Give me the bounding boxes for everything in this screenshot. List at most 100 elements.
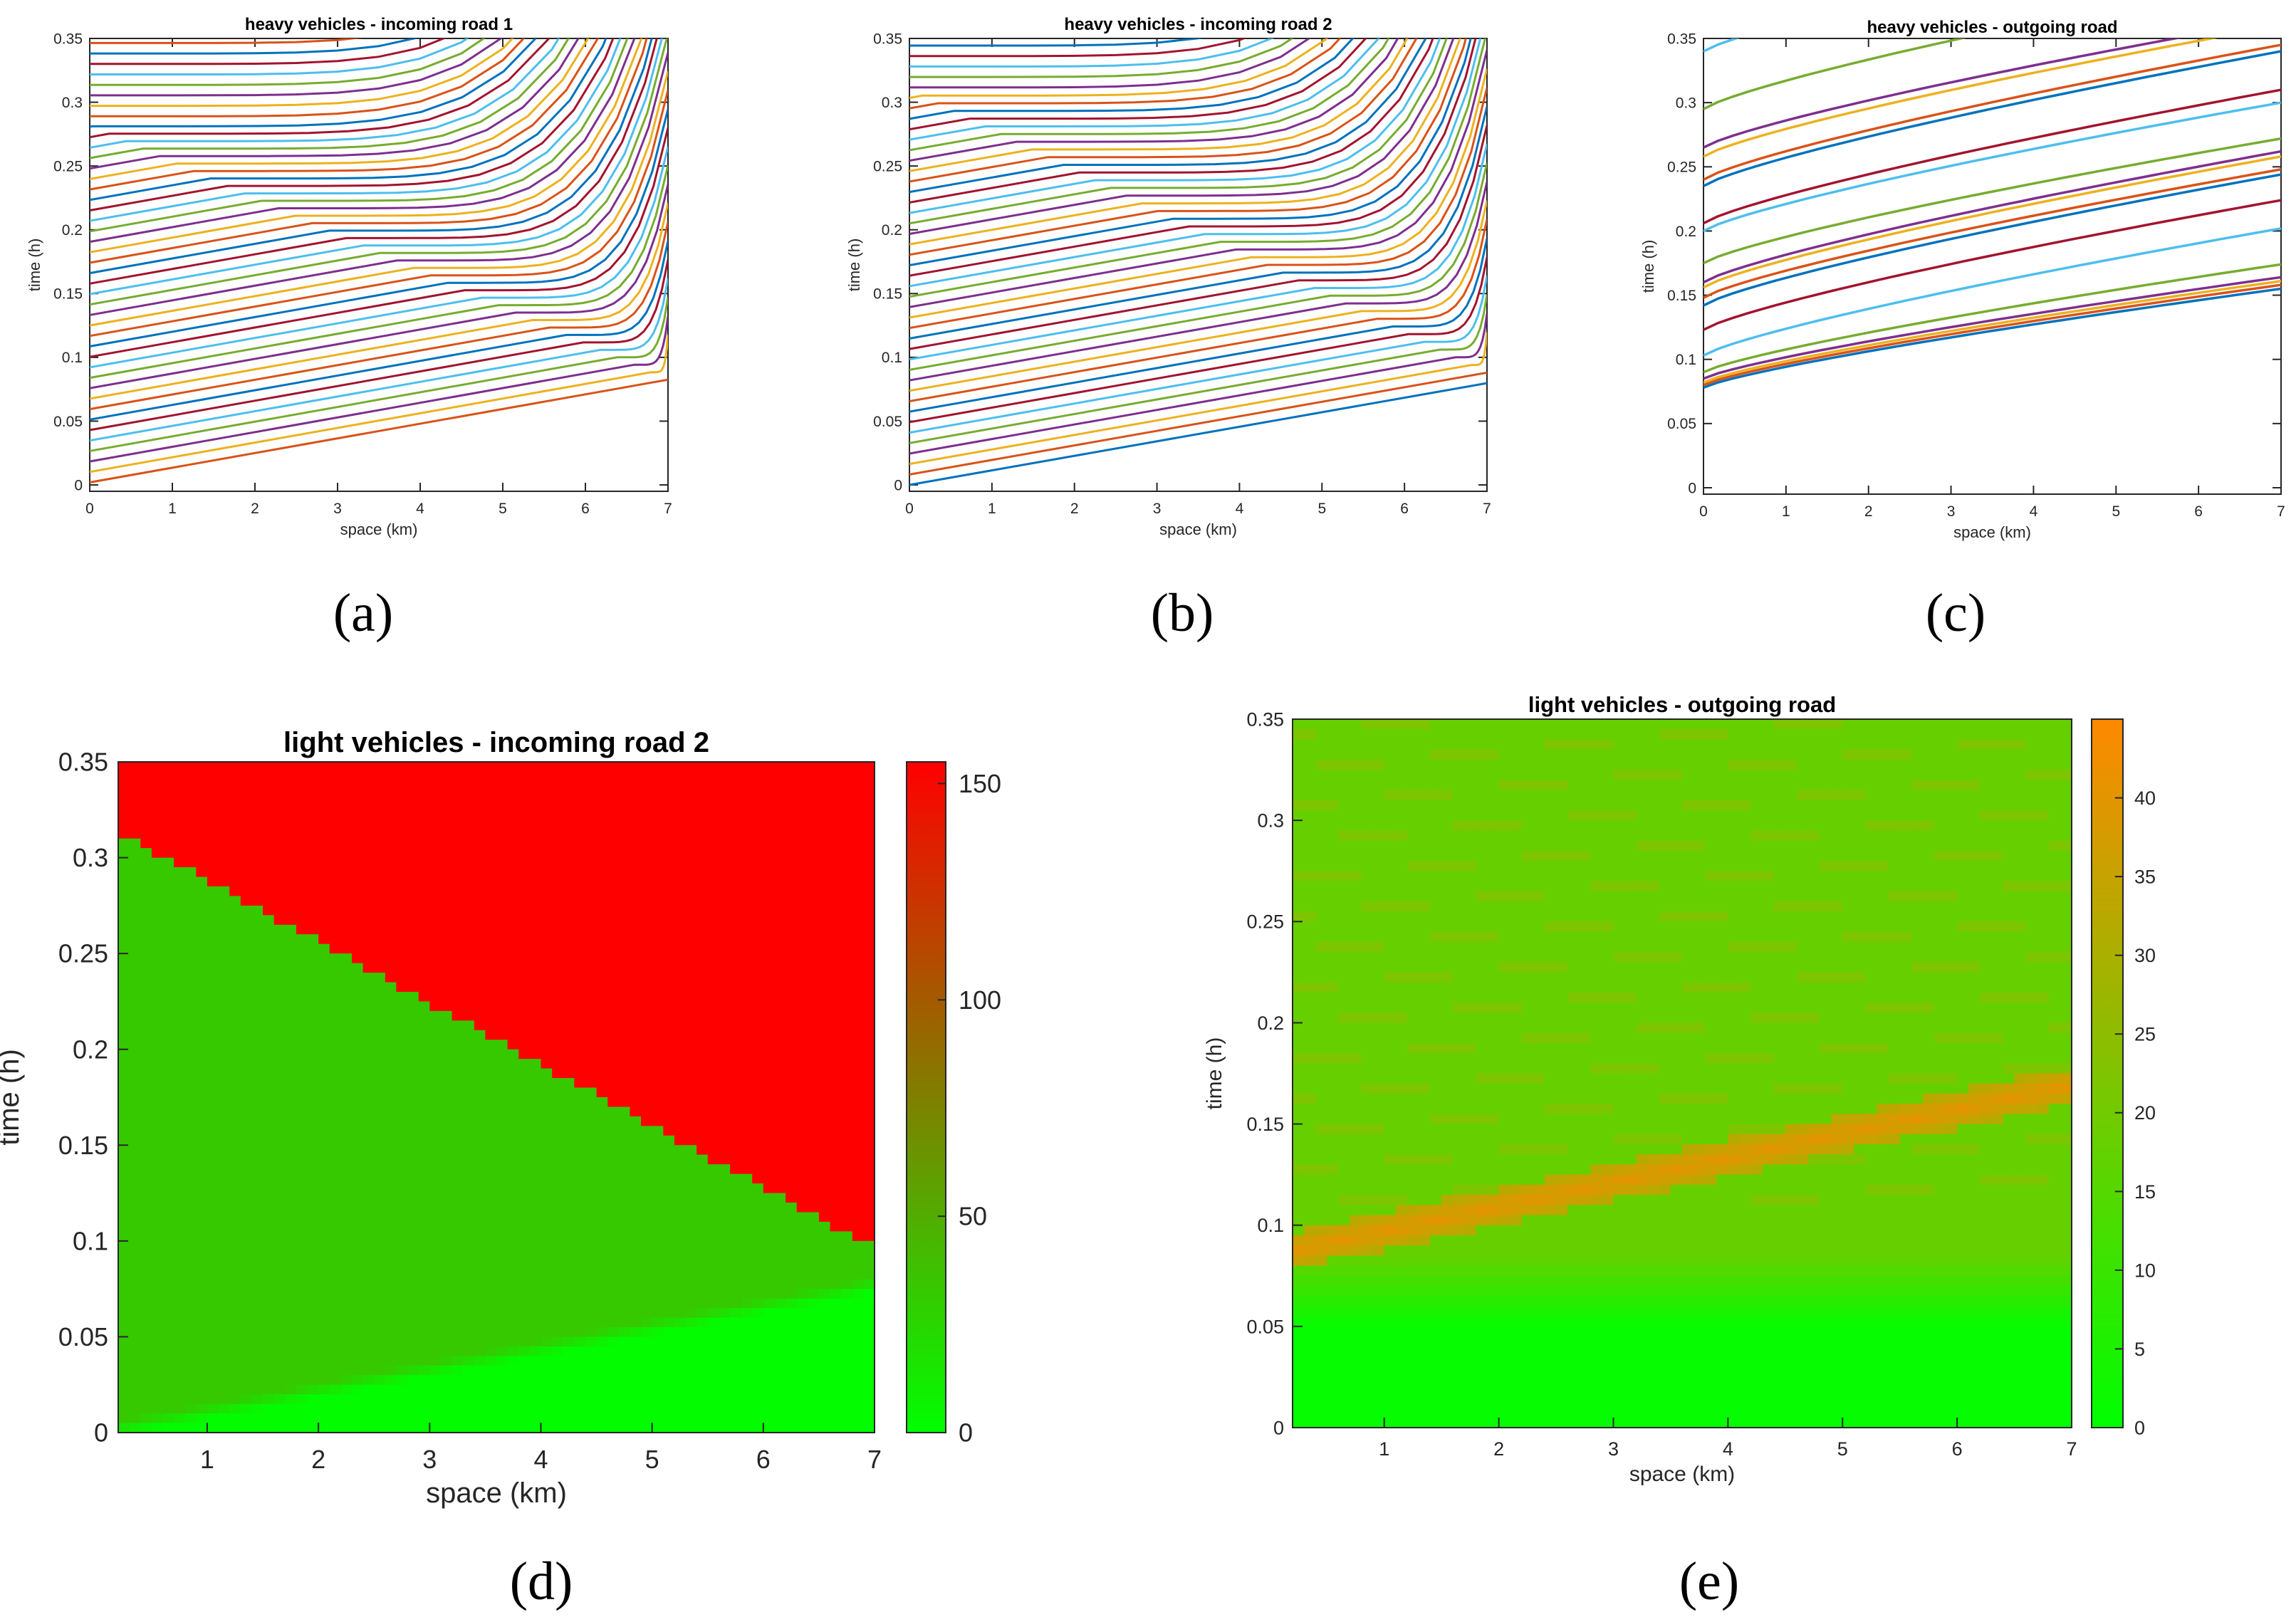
heatmap-cell <box>207 1001 219 1012</box>
heatmap-cell <box>485 1279 497 1289</box>
heatmap-cell <box>440 1040 453 1050</box>
heatmap-cell <box>852 800 865 811</box>
heatmap-cell <box>529 877 542 887</box>
heatmap-cell <box>752 1116 764 1127</box>
heatmap-cell <box>307 771 319 782</box>
heatmap-cell <box>118 1030 130 1041</box>
trajectory-line <box>1703 173 2281 307</box>
heatmap-cell <box>118 1336 130 1347</box>
heatmap-cell <box>229 886 241 897</box>
heatmap-cell <box>407 1346 419 1357</box>
heatmap-cell <box>730 838 742 849</box>
heatmap-cell <box>852 896 865 906</box>
heatmap-cell <box>696 838 709 849</box>
heatmap-cell <box>763 1346 776 1357</box>
heatmap-cell <box>618 1356 631 1366</box>
heatmap-cell <box>630 1231 642 1242</box>
heatmap-cell <box>329 762 342 773</box>
heatmap-cell <box>407 943 419 954</box>
heatmap-cell <box>440 1221 453 1233</box>
heatmap-cell <box>541 1097 553 1108</box>
heatmap-cell <box>752 857 764 868</box>
heatmap-cell <box>808 1336 820 1347</box>
heatmap-cell <box>285 1106 297 1117</box>
heatmap-cell <box>129 1413 141 1424</box>
heatmap-cell <box>607 1317 620 1328</box>
heatmap-cell <box>485 810 497 820</box>
heatmap-cell <box>774 1183 786 1194</box>
heatmap-cell <box>374 886 386 897</box>
heatmap-cell <box>307 1250 319 1261</box>
heatmap-cell <box>863 800 875 811</box>
heatmap-cell <box>496 1126 508 1136</box>
heatmap-cell <box>652 1375 664 1386</box>
heatmap-cell <box>374 867 386 878</box>
heatmap-cell <box>229 1087 241 1098</box>
heatmap-cell <box>663 973 675 983</box>
heatmap-cell <box>118 1289 130 1299</box>
heatmap-cell <box>818 1068 831 1079</box>
heatmap-cell <box>841 1059 853 1069</box>
heatmap-cell <box>207 915 219 926</box>
heatmap-cell <box>863 1001 875 1012</box>
heatmap-cell <box>786 1203 798 1213</box>
heatmap-cell <box>418 1231 431 1242</box>
heatmap-cell <box>385 1289 397 1299</box>
heatmap-cell <box>574 848 586 859</box>
heatmap-cell <box>529 1394 542 1405</box>
heatmap-cell <box>741 1365 753 1376</box>
heatmap-cell <box>529 953 542 964</box>
heatmap-cell <box>719 1116 731 1127</box>
heatmap-cell <box>318 1270 330 1280</box>
heatmap-cell <box>463 934 475 945</box>
heatmap-cell <box>129 1001 141 1012</box>
heatmap-cell <box>585 1250 598 1261</box>
heatmap-cell <box>385 1317 397 1328</box>
heatmap-cell <box>218 1193 230 1203</box>
heatmap-cell <box>140 886 152 897</box>
heatmap-cell <box>151 867 164 878</box>
heatmap-cell <box>273 857 286 868</box>
heatmap-cell <box>196 1308 208 1319</box>
heatmap-cell <box>652 1078 664 1089</box>
heatmap-cell <box>207 1365 219 1376</box>
heatmap-cell <box>607 867 620 878</box>
heatmap-cell <box>218 1183 230 1194</box>
heatmap-cell <box>674 896 687 906</box>
heatmap-cell <box>730 992 742 1003</box>
heatmap-cell <box>496 1010 508 1022</box>
heatmap-cell <box>719 1308 731 1319</box>
heatmap-cell <box>741 819 753 830</box>
heatmap-cell <box>630 982 642 993</box>
trajectory-line <box>1703 199 2281 331</box>
heatmap-cell <box>696 963 709 973</box>
heatmap-cell <box>507 943 519 954</box>
heatmap-cell <box>196 1116 208 1127</box>
heatmap-cell <box>474 1375 486 1386</box>
heatmap-cell <box>129 1106 141 1117</box>
heatmap-cell <box>196 857 208 868</box>
heatmap-cell <box>808 1260 820 1271</box>
heatmap-cell <box>329 867 342 878</box>
heatmap-cell <box>407 1126 419 1136</box>
heatmap-cell <box>374 1068 386 1079</box>
heatmap-cell <box>707 943 720 954</box>
heatmap-cell <box>340 1403 353 1414</box>
heatmap-cell <box>685 1365 697 1376</box>
heatmap-cell <box>474 1403 486 1414</box>
heatmap-cell <box>763 915 776 926</box>
heatmap-cell <box>229 1375 241 1386</box>
heatmap-cell <box>719 838 731 849</box>
heatmap-cell <box>663 1289 675 1299</box>
heatmap-cell <box>518 771 531 782</box>
heatmap-cell <box>685 1240 697 1252</box>
heatmap-cell <box>618 1010 631 1022</box>
heatmap-cell <box>529 886 542 897</box>
heatmap-cell <box>786 1317 798 1328</box>
trajectory-line <box>90 184 668 389</box>
heatmap-cell <box>641 905 653 916</box>
heatmap-cell <box>229 1384 241 1395</box>
heatmap-cell <box>574 924 586 936</box>
heatmap-cell <box>463 924 475 936</box>
heatmap-cell <box>763 1317 776 1328</box>
